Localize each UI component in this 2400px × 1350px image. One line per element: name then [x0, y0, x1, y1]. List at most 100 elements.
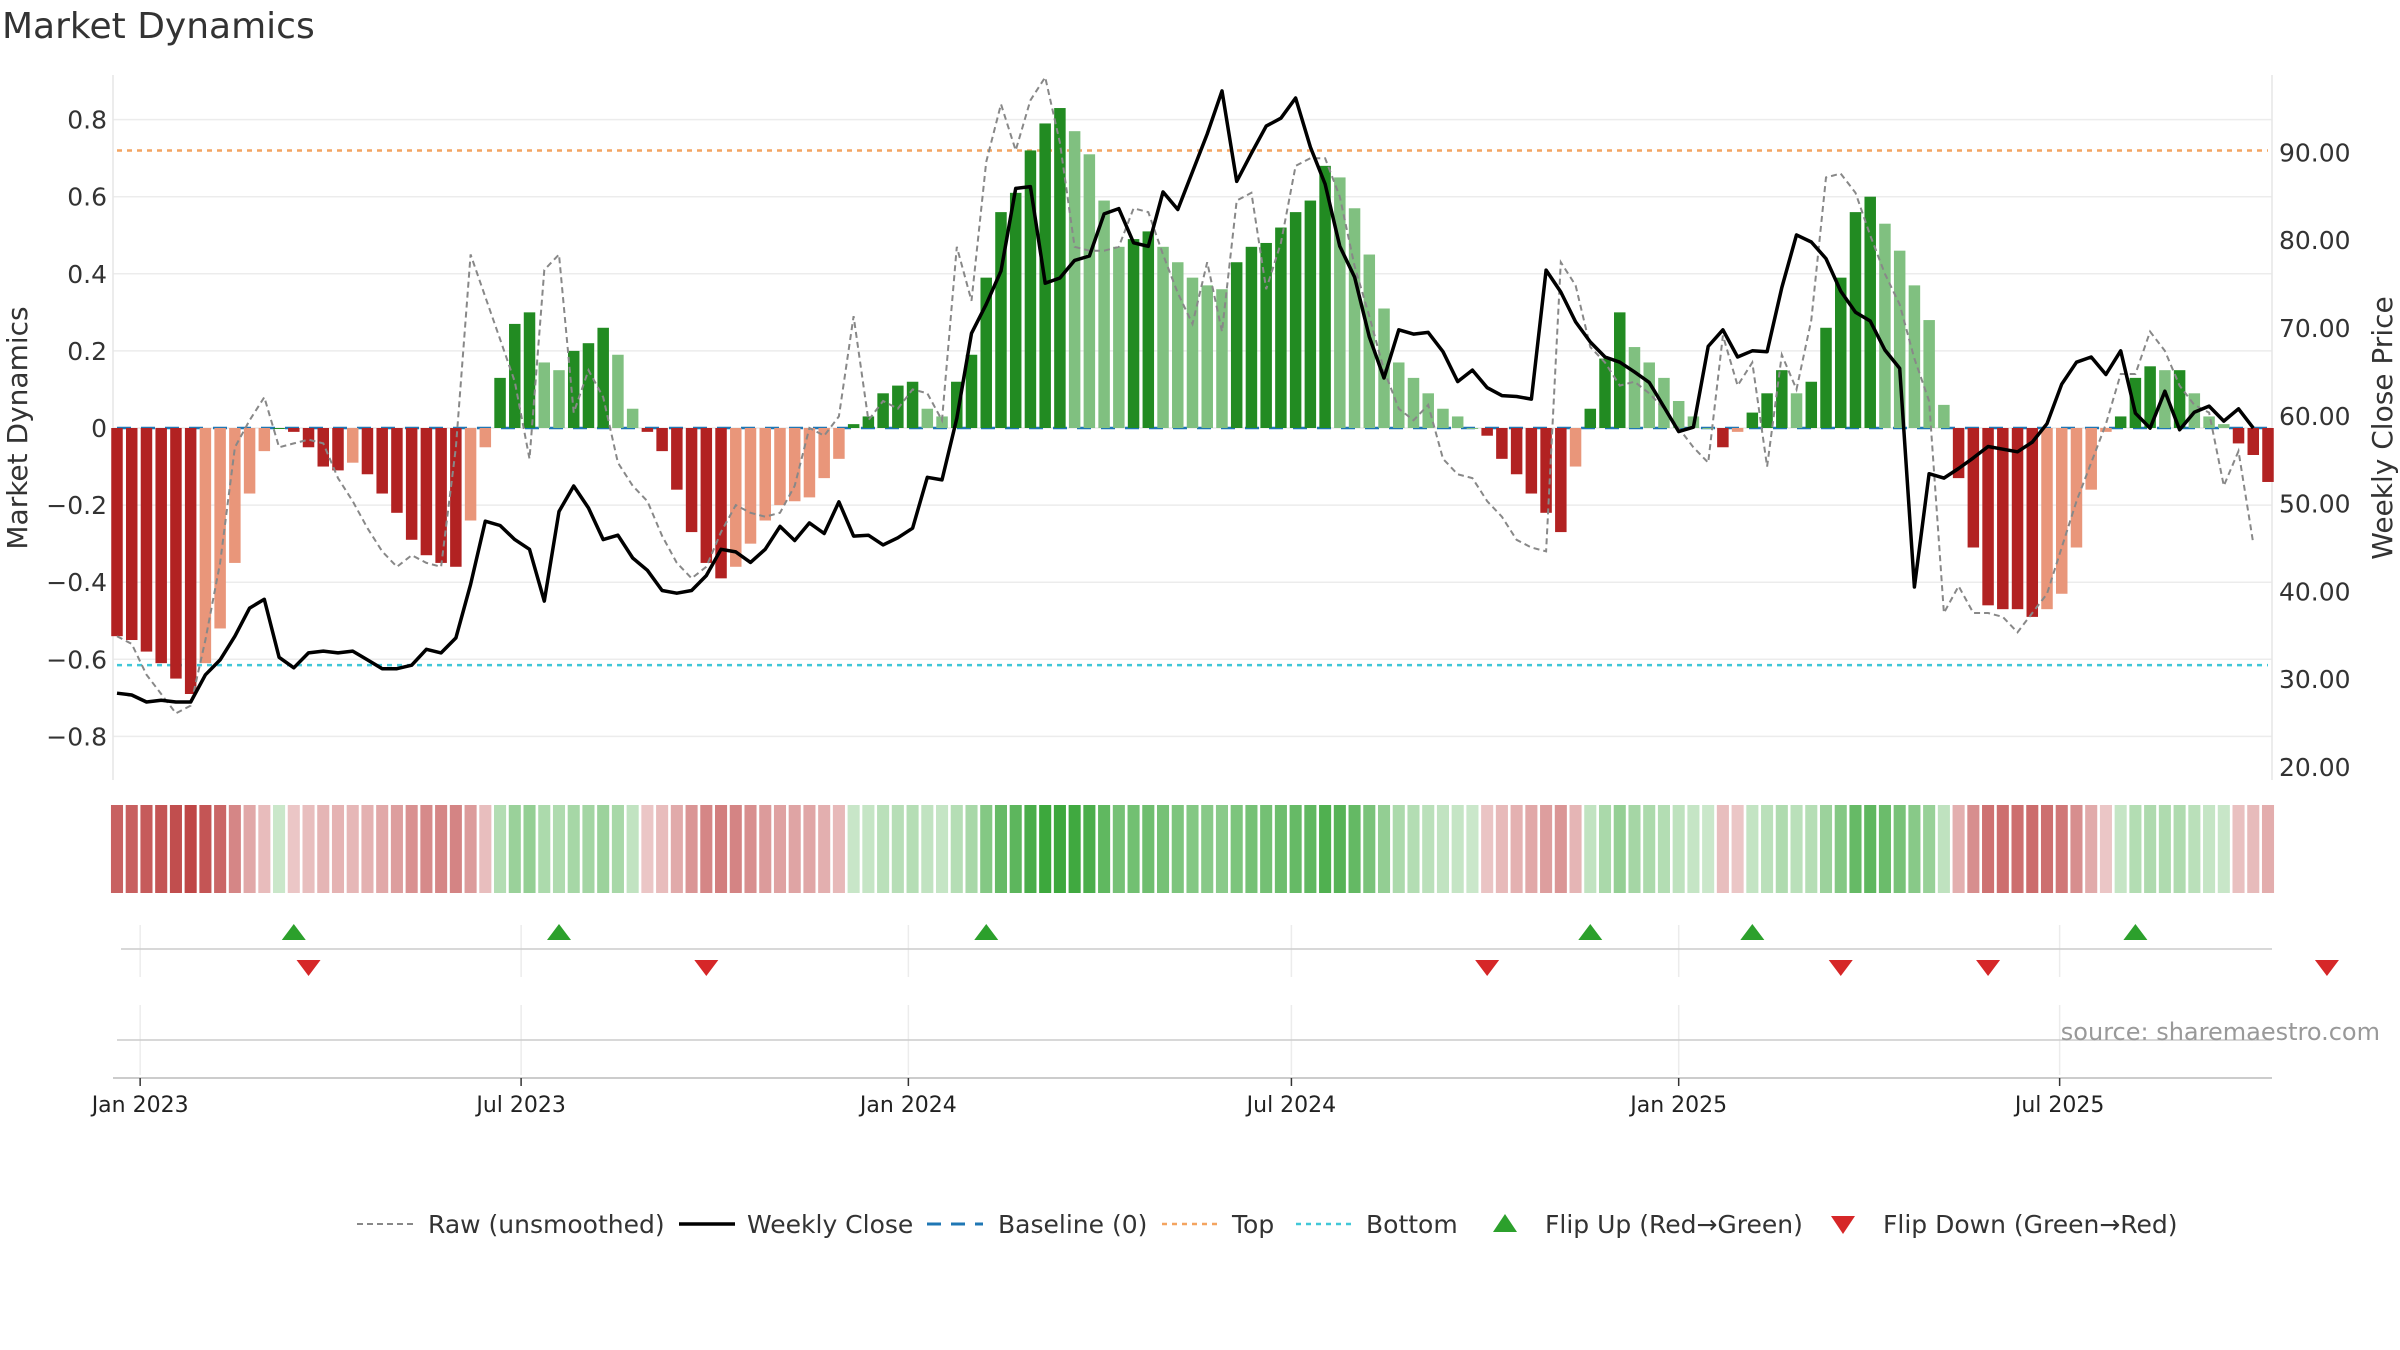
heat-strip-cell — [715, 805, 728, 893]
y-tick-label-right: 50.00 — [2279, 490, 2351, 519]
momentum-bar — [2247, 428, 2260, 455]
x-tick-label: Jul 2023 — [474, 1093, 566, 1118]
heat-strip-cell — [1554, 805, 1567, 893]
momentum-bar — [2041, 428, 2053, 610]
heat-strip-cell — [1628, 805, 1641, 893]
heat-strip-cell — [567, 805, 580, 893]
heat-strip-cell — [965, 805, 978, 893]
heat-strip-cell — [1053, 805, 1066, 893]
heat-strip-cell — [729, 805, 742, 893]
flip-up-marker — [2123, 924, 2148, 940]
heat-strip-cell — [1982, 805, 1995, 893]
heat-strip-cell — [2129, 805, 2142, 893]
heat-strip-cell — [2188, 805, 2201, 893]
momentum-bar — [641, 428, 654, 432]
momentum-bar — [877, 393, 889, 428]
momentum-bar — [980, 277, 992, 428]
flip-down-marker — [694, 960, 719, 976]
heat-strip-cell — [1598, 805, 1612, 893]
momentum-bar — [597, 327, 609, 428]
heat-strip-cell — [155, 805, 168, 893]
momentum-bar — [302, 428, 315, 448]
heat-strip-cell — [1584, 805, 1597, 893]
momentum-bar — [1466, 428, 1479, 429]
source-credit: source: sharemaestro.com — [2061, 1018, 2380, 1046]
momentum-bar — [1024, 150, 1037, 428]
momentum-bar — [1127, 239, 1140, 428]
momentum-bar — [553, 370, 565, 428]
flip-marker-panel — [117, 924, 2339, 1075]
heat-strip-cell — [420, 805, 433, 893]
heat-strip-cell — [1952, 805, 1965, 893]
heat-strip-cell — [390, 805, 403, 893]
momentum-bar — [1186, 277, 1199, 428]
heat-strip-cell — [184, 805, 197, 893]
y-tick-label-left: 0.4 — [67, 260, 107, 289]
momentum-bar — [774, 428, 786, 506]
heat-strip-cell — [317, 805, 330, 893]
momentum-bar — [2218, 424, 2230, 428]
heat-strip-cell — [1245, 805, 1258, 893]
y-tick-label-left: 0 — [91, 414, 107, 443]
weekly-close-line — [116, 89, 2255, 704]
momentum-bar — [1525, 428, 1538, 494]
heat-strip-cell — [1834, 805, 1847, 893]
heat-strip-cell — [1024, 805, 1037, 893]
heat-strip-cell — [788, 805, 801, 893]
momentum-bar — [1481, 428, 1493, 436]
momentum-bar — [1083, 154, 1096, 429]
chart-title: Market Dynamics — [2, 6, 315, 47]
momentum-bar — [2055, 428, 2068, 594]
heat-strip-cell — [2114, 805, 2127, 893]
momentum-bar — [1289, 212, 1302, 428]
heat-strip-cell — [847, 805, 860, 893]
momentum-bar — [1717, 428, 1729, 448]
momentum-bar — [1997, 428, 2009, 610]
momentum-bar — [1348, 208, 1361, 428]
flip-down-marker — [1475, 960, 1500, 976]
flip-up-marker — [281, 924, 306, 940]
momentum-bar — [258, 428, 271, 452]
heat-strip-cell — [2232, 805, 2245, 893]
heat-strip-cell — [994, 805, 1008, 893]
heat-strip-cell — [641, 805, 654, 893]
heat-strip-cell — [773, 805, 787, 893]
heat-strip-cell — [2070, 805, 2083, 893]
momentum-bar — [1908, 285, 1921, 428]
momentum-bar — [1098, 200, 1110, 428]
momentum-bar — [1451, 416, 1464, 428]
heat-strip-cell — [921, 805, 934, 893]
momentum-bar — [155, 428, 167, 664]
heat-strip-cell — [1392, 805, 1405, 893]
momentum-bar — [1009, 192, 1022, 428]
momentum-bar — [243, 428, 256, 494]
heat-strip-cell — [287, 805, 300, 893]
momentum-bar — [435, 428, 447, 563]
momentum-bar — [1275, 227, 1287, 428]
momentum-bar — [1658, 377, 1670, 428]
heat-strip-cell — [906, 805, 919, 893]
momentum-bar — [2262, 428, 2274, 482]
heat-strip-cell — [2085, 805, 2098, 893]
heat-strip-cell — [1142, 805, 1155, 893]
momentum-bar — [199, 428, 212, 664]
momentum-bar — [1260, 242, 1272, 428]
momentum-bar — [273, 428, 285, 429]
momentum-bar — [229, 428, 241, 563]
legend-swatch — [1831, 1216, 1855, 1234]
momentum-bar — [671, 428, 683, 490]
momentum-bar — [1731, 428, 1744, 432]
momentum-bar — [847, 424, 860, 428]
heat-strip-cell — [1009, 805, 1022, 893]
x-tick-label: Jan 2025 — [1628, 1093, 1727, 1118]
heat-strip-cell — [1569, 805, 1582, 893]
momentum-bar — [1142, 231, 1155, 428]
heat-strip-cell — [376, 805, 389, 893]
heat-strip-cell — [110, 805, 124, 893]
momentum-bar — [1938, 404, 1950, 428]
momentum-bar — [582, 343, 595, 428]
momentum-bar — [1407, 377, 1420, 428]
momentum-bar — [833, 428, 845, 459]
heat-strip-cell — [449, 805, 462, 893]
heat-strip-cell — [1864, 805, 1877, 893]
